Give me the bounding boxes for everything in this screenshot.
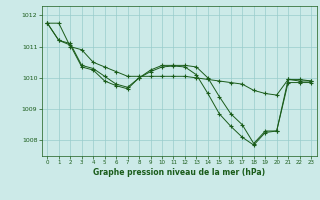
X-axis label: Graphe pression niveau de la mer (hPa): Graphe pression niveau de la mer (hPa) — [93, 168, 265, 177]
